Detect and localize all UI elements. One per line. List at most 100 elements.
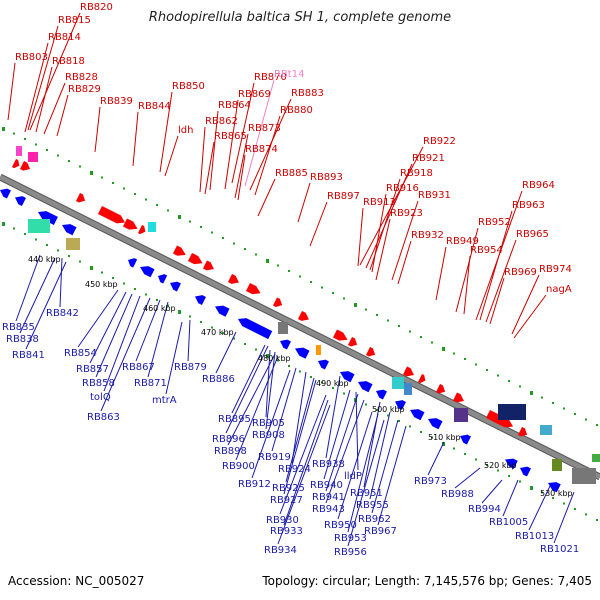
reverse-gene-label: RB896: [212, 434, 245, 445]
forward-gene: [402, 366, 414, 377]
forward-gene: [137, 224, 146, 235]
leader-line: [43, 82, 66, 135]
leader-line: [231, 82, 255, 184]
reverse-gene: [158, 274, 168, 284]
leader-line: [35, 66, 53, 133]
leader-line: [15, 254, 41, 322]
leader-line: [234, 133, 249, 199]
leader-line: [279, 394, 327, 515]
reverse-gene-shape: [505, 458, 518, 469]
reverse-gene-shape: [140, 266, 155, 278]
forward-gene-label: RB913: [363, 197, 396, 208]
tick-mark: [475, 458, 477, 461]
reverse-gene-label: RB867: [122, 362, 155, 373]
tick-mark: [134, 193, 136, 195]
reverse-gene: [140, 266, 155, 278]
leader-line: [95, 293, 133, 378]
tick-mark: [563, 502, 565, 505]
feature-box: [572, 468, 596, 484]
tick-mark: [343, 297, 345, 300]
reverse-gene-label: RB835: [2, 322, 35, 333]
scale-label: 440 kbp: [28, 255, 61, 264]
leader-line: [309, 201, 328, 247]
leader-line: [204, 141, 215, 195]
forward-gene-label: RB880: [280, 105, 313, 116]
forward-gene-shape: [417, 373, 426, 384]
forward-gene: [122, 218, 138, 230]
forward-gene: [75, 192, 86, 203]
feature-box: [278, 322, 288, 334]
feature-box: [66, 238, 80, 250]
reverse-gene-shape: [215, 305, 230, 317]
reverse-gene-label: RB898: [214, 446, 247, 457]
tick-mark: [420, 431, 422, 433]
reverse-gene-label: RB841: [12, 350, 45, 361]
forward-gene: [202, 260, 214, 271]
forward-gene-shape: [365, 346, 376, 357]
forward-gene-label: RB803: [15, 52, 48, 63]
scale-label: 450 kbp: [85, 280, 118, 289]
tick-mark: [24, 138, 26, 140]
forward-gene-shape: [19, 160, 31, 171]
leader-line: [489, 277, 505, 325]
feature-box: [552, 459, 562, 471]
reverse-gene-shape: [460, 434, 471, 445]
forward-gene-label: RB931: [418, 190, 451, 201]
tick-mark: [13, 132, 15, 135]
reverse-gene: [128, 258, 138, 268]
forward-gene-label: RB815: [58, 15, 91, 26]
reverse-gene-label: RB962: [358, 514, 391, 525]
reverse-gene-label: RB842: [46, 308, 79, 319]
tick-mark: [310, 376, 312, 378]
leader-line: [25, 261, 67, 350]
tick-mark: [398, 325, 400, 327]
forward-gene-shape: [297, 310, 309, 321]
leader-line: [479, 210, 513, 321]
tick-mark: [288, 270, 290, 272]
forward-gene-shape: [97, 205, 126, 224]
reverse-gene-shape: [410, 409, 425, 421]
reverse-gene: [505, 458, 518, 469]
tick-mark: [585, 418, 587, 421]
leader-line: [371, 193, 387, 273]
forward-gene-label: RB874: [245, 144, 278, 155]
reverse-gene-label: mtrA: [152, 395, 177, 406]
reverse-gene: [460, 434, 471, 445]
leader-line: [337, 411, 373, 520]
forward-gene-label: RB964: [522, 180, 555, 191]
tick-mark: [2, 222, 5, 226]
scale-label: 480 kbp: [258, 354, 291, 363]
leader-line: [553, 491, 575, 544]
reverse-gene-label: RB956: [334, 547, 367, 558]
forward-gene-label: RB870: [254, 72, 287, 83]
tick-mark: [57, 249, 59, 252]
leader-line: [454, 467, 481, 489]
tick-mark: [409, 425, 411, 428]
reverse-gene: [428, 418, 443, 430]
reverse-gene-label: RB988: [441, 489, 474, 500]
reverse-gene-label: RB925: [272, 483, 305, 494]
leader-line: [94, 106, 101, 153]
leader-line: [511, 274, 540, 335]
forward-gene-label: RB922: [423, 136, 456, 147]
reverse-gene: [340, 371, 355, 383]
tick-mark: [145, 198, 147, 201]
forward-gene-label: RB923: [390, 208, 423, 219]
tick-mark: [277, 264, 279, 267]
feature-box: [28, 152, 38, 162]
reverse-gene-label: RB912: [238, 479, 271, 490]
tick-mark: [365, 308, 367, 311]
leader-line: [56, 94, 69, 137]
reverse-gene-shape: [38, 211, 58, 225]
forward-gene-label: RB949: [446, 236, 479, 247]
forward-gene-label: RB916: [386, 183, 419, 194]
forward-gene: [11, 158, 20, 169]
tick-mark: [464, 453, 466, 455]
reverse-gene-label: RB1005: [489, 517, 528, 528]
tick-mark: [123, 282, 125, 285]
forward-gene-label: RB864: [218, 100, 251, 111]
forward-gene-label: RB921: [412, 153, 445, 164]
tick-mark: [332, 292, 334, 294]
